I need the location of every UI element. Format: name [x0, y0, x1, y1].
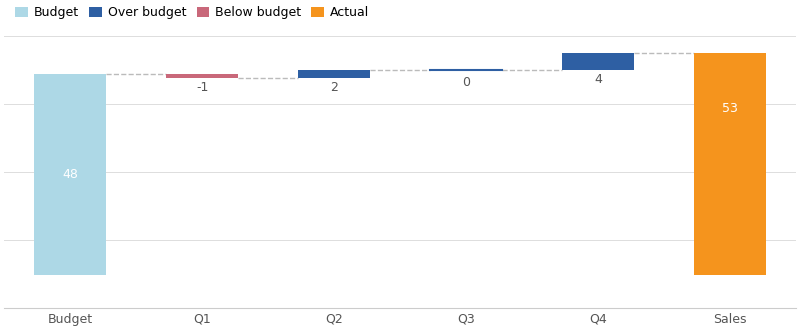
Bar [694, 53, 766, 275]
Bar [562, 53, 634, 70]
Text: 2: 2 [330, 81, 338, 94]
Bar [34, 74, 106, 275]
Text: 53: 53 [722, 102, 738, 115]
Bar [298, 70, 370, 78]
Text: -1: -1 [196, 81, 208, 94]
Text: 0: 0 [462, 76, 470, 89]
Text: 4: 4 [594, 73, 602, 86]
Text: 48: 48 [62, 168, 78, 181]
Bar [166, 74, 238, 78]
Legend: Budget, Over budget, Below budget, Actual: Budget, Over budget, Below budget, Actua… [10, 2, 374, 24]
